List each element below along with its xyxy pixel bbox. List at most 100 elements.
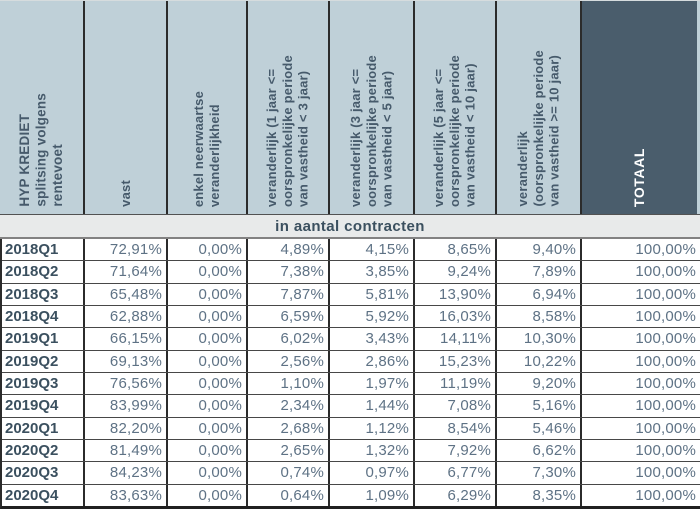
cell-veranderlijk-ge-10: 7,30% <box>497 462 582 484</box>
cell-vast: 76,56% <box>85 372 168 395</box>
col-header-vast: vast <box>85 1 168 214</box>
cell-veranderlijk-3-5: 1,32% <box>330 439 415 462</box>
cell-vast: 66,15% <box>85 328 168 350</box>
cell-veranderlijk-1-3: 7,87% <box>248 283 330 305</box>
cell-vast: 62,88% <box>85 305 168 328</box>
col-header-veranderlijk-1-3: veranderlijk (1 jaar <= oorspronkelijke … <box>248 1 330 214</box>
col-header-enkel-neerwaarts: enkel neerwaartse veranderlijkheid <box>168 1 248 214</box>
cell-enkel-neerwaarts: 0,00% <box>168 350 248 372</box>
cell-vast: 82,20% <box>85 417 168 439</box>
section-banner: in aantal contracten <box>0 214 700 239</box>
cell-veranderlijk-1-3: 6,59% <box>248 305 330 328</box>
cell-veranderlijk-5-10: 6,77% <box>415 462 497 484</box>
table-row: 2019Q1 66,15% 0,00% 6,02% 3,43% 14,11% 1… <box>2 328 700 351</box>
table-row: 2018Q4 62,88% 0,00% 6,59% 5,92% 16,03% 8… <box>2 305 700 329</box>
cell-vast: 81,49% <box>85 439 168 462</box>
table-row: 2019Q2 69,13% 0,00% 2,56% 2,86% 15,23% 1… <box>2 350 700 373</box>
cell-totaal: 100,00% <box>635 308 696 326</box>
cell-veranderlijk-3-5: 5,81% <box>330 283 415 305</box>
cell-veranderlijk-5-10: 11,19% <box>415 372 497 395</box>
corner-header-cell: HYP KREDIET splitsing volgens rentevoet <box>0 1 85 214</box>
cell-veranderlijk-1-3: 0,64% <box>248 484 330 506</box>
corner-header-label: HYP KREDIET splitsing volgens rentevoet <box>16 93 65 207</box>
cell-vast: 71,64% <box>85 261 168 283</box>
table-row: 2019Q4 83,99% 0,00% 2,34% 1,44% 7,08% 5,… <box>2 395 700 418</box>
cell-veranderlijk-1-3: 2,34% <box>248 395 330 417</box>
cell-enkel-neerwaarts: 0,00% <box>168 484 248 506</box>
col-header-totaal-label: TOTAAL <box>630 147 647 207</box>
row-period-label: 2019Q1 <box>2 328 85 350</box>
row-period-label: 2018Q3 <box>2 283 85 305</box>
cell-vast: 83,99% <box>85 395 168 417</box>
cell-veranderlijk-ge-10: 9,20% <box>497 372 582 395</box>
table-body: 2018Q1 72,91% 0,00% 4,89% 4,15% 8,65% 9,… <box>0 239 700 509</box>
cell-totaal: 100,00% <box>635 442 696 460</box>
cell-vast: 65,48% <box>85 283 168 305</box>
cell-veranderlijk-3-5: 0,97% <box>330 462 415 484</box>
cell-vast: 83,63% <box>85 484 168 506</box>
cell-veranderlijk-3-5: 2,86% <box>330 350 415 372</box>
cell-veranderlijk-1-3: 6,02% <box>248 328 330 350</box>
cell-enkel-neerwaarts: 0,00% <box>168 261 248 283</box>
cell-veranderlijk-ge-10: 7,89% <box>497 261 582 283</box>
col-header-totaal: TOTAAL <box>582 1 700 214</box>
table-row: 2019Q3 76,56% 0,00% 1,10% 1,97% 11,19% 9… <box>2 372 700 396</box>
cell-veranderlijk-1-3: 2,65% <box>248 439 330 462</box>
cell-enkel-neerwaarts: 0,00% <box>168 239 248 261</box>
cell-totaal: 100,00% <box>635 241 696 259</box>
cell-veranderlijk-1-3: 1,10% <box>248 372 330 395</box>
table-row: 2018Q2 71,64% 0,00% 7,38% 3,85% 9,24% 7,… <box>2 261 700 284</box>
cell-enkel-neerwaarts: 0,00% <box>168 328 248 350</box>
cell-veranderlijk-5-10: 15,23% <box>415 350 497 372</box>
col-header-veranderlijk-5-10: veranderlijk (5 jaar <= oorspronkelijke … <box>415 1 497 214</box>
cell-veranderlijk-ge-10: 6,62% <box>497 439 582 462</box>
col-header-vast-label: vast <box>117 180 133 207</box>
row-period-label: 2020Q4 <box>2 484 85 506</box>
cell-vast: 72,91% <box>85 239 168 261</box>
cell-vast: 84,23% <box>85 462 168 484</box>
row-period-label: 2018Q2 <box>2 261 85 283</box>
cell-veranderlijk-3-5: 1,44% <box>330 395 415 417</box>
row-period-label: 2020Q3 <box>2 462 85 484</box>
cell-totaal: 100,00% <box>635 285 696 303</box>
table-row: 2020Q3 84,23% 0,00% 0,74% 0,97% 6,77% 7,… <box>2 462 700 485</box>
cell-enkel-neerwaarts: 0,00% <box>168 462 248 484</box>
cell-veranderlijk-5-10: 13,90% <box>415 283 497 305</box>
cell-veranderlijk-5-10: 14,11% <box>415 328 497 350</box>
cell-enkel-neerwaarts: 0,00% <box>168 283 248 305</box>
row-period-label: 2019Q2 <box>2 350 85 372</box>
cell-veranderlijk-ge-10: 6,94% <box>497 283 582 305</box>
cell-veranderlijk-1-3: 2,56% <box>248 350 330 372</box>
cell-veranderlijk-5-10: 8,65% <box>415 239 497 261</box>
row-period-label: 2019Q4 <box>2 395 85 417</box>
cell-veranderlijk-1-3: 4,89% <box>248 239 330 261</box>
cell-veranderlijk-3-5: 4,15% <box>330 239 415 261</box>
col-header-veranderlijk-ge-10-label: veranderlijk (oorspronkelijke periode va… <box>514 50 562 207</box>
cell-veranderlijk-5-10: 7,08% <box>415 395 497 417</box>
cell-veranderlijk-5-10: 8,54% <box>415 417 497 439</box>
cell-veranderlijk-ge-10: 8,35% <box>497 484 582 506</box>
cell-veranderlijk-3-5: 1,97% <box>330 372 415 395</box>
section-banner-label: in aantal contracten <box>275 217 425 235</box>
cell-veranderlijk-3-5: 1,09% <box>330 484 415 506</box>
col-header-veranderlijk-5-10-label: veranderlijk (5 jaar <= oorspronkelijke … <box>431 55 478 207</box>
row-period-label: 2020Q2 <box>2 439 85 462</box>
cell-vast: 69,13% <box>85 350 168 372</box>
table-row: 2018Q1 72,91% 0,00% 4,89% 4,15% 8,65% 9,… <box>2 239 700 262</box>
cell-enkel-neerwaarts: 0,00% <box>168 395 248 417</box>
col-header-veranderlijk-3-5: veranderlijk (3 jaar <= oorspronkelijke … <box>330 1 415 214</box>
row-period-label: 2020Q1 <box>2 417 85 439</box>
table-row: 2020Q1 82,20% 0,00% 2,68% 1,12% 8,54% 5,… <box>2 417 700 440</box>
cell-enkel-neerwaarts: 0,00% <box>168 305 248 328</box>
cell-totaal: 100,00% <box>635 263 696 281</box>
cell-totaal: 100,00% <box>635 419 696 437</box>
cell-veranderlijk-3-5: 3,43% <box>330 328 415 350</box>
cell-veranderlijk-1-3: 0,74% <box>248 462 330 484</box>
row-period-label: 2018Q1 <box>2 239 85 261</box>
cell-veranderlijk-3-5: 5,92% <box>330 305 415 328</box>
cell-veranderlijk-5-10: 7,92% <box>415 439 497 462</box>
cell-veranderlijk-5-10: 9,24% <box>415 261 497 283</box>
cell-veranderlijk-3-5: 1,12% <box>330 417 415 439</box>
col-header-enkel-neerwaarts-label: enkel neerwaartse veranderlijkheid <box>191 90 222 207</box>
cell-veranderlijk-ge-10: 9,40% <box>497 239 582 261</box>
